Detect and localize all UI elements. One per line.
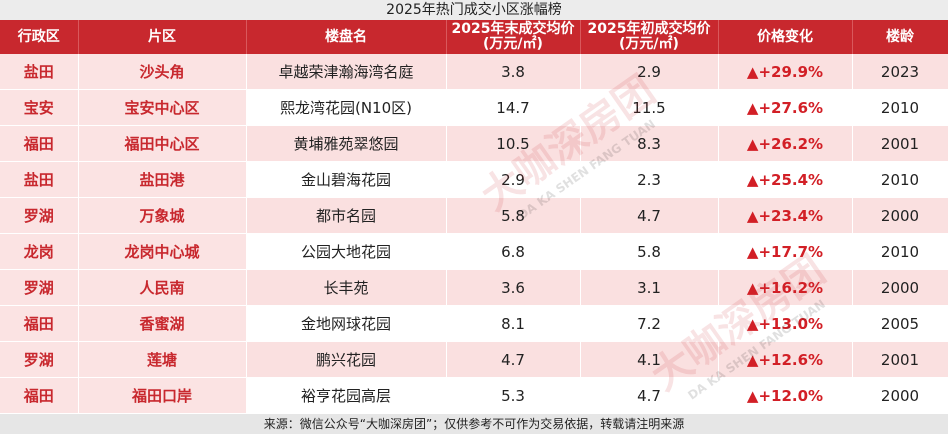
table-row: 盐田 盐田港 金山碧海花园 2.9 2.3 ▲+25.4% 2010 [0, 161, 948, 198]
table-cell: 4.7 [446, 341, 581, 378]
table-cell: 3.1 [580, 269, 719, 306]
table-row: 福田 福田中心区 黄埔雅苑翠悠园 10.5 8.3 ▲+26.2% 2001 [0, 125, 948, 162]
table-cell: 人民南 [78, 269, 247, 306]
header-cell: 行政区 [0, 20, 79, 54]
table-cell: 莲塘 [78, 341, 247, 378]
table-cell: 福田 [0, 377, 79, 414]
footer: 来源：微信公众号“大咖深房团”；仅供参考不可作为交易依据，转载请注明来源 [0, 414, 948, 434]
table-cell: 5.8 [580, 233, 719, 270]
header-cell: 2025年初成交均价 (万元/㎡) [580, 20, 719, 54]
table-cell: 裕亨花园高层 [246, 377, 447, 414]
table-cell: 福田 [0, 125, 79, 162]
header-row: 行政区 片区 楼盘名 2025年末成交均价 (万元/㎡) 2025年初成交均价 (万元/… [0, 20, 948, 54]
table-cell: 2.9 [446, 161, 581, 198]
table-cell: 金山碧海花园 [246, 161, 447, 198]
header-cell: 楼盘名 [246, 20, 447, 54]
table-row: 龙岗 龙岗中心城 公园大地花园 6.8 5.8 ▲+17.7% 2010 [0, 233, 948, 270]
table-cell: 长丰苑 [246, 269, 447, 306]
table-cell: 5.3 [446, 377, 581, 414]
table-cell: ▲+17.7% [718, 233, 853, 270]
table-cell: 福田 [0, 305, 79, 342]
table-cell: ▲+12.6% [718, 341, 853, 378]
table-cell: 福田口岸 [78, 377, 247, 414]
table-cell: 盐田港 [78, 161, 247, 198]
table-cell: 2010 [852, 233, 948, 270]
table-cell: 黄埔雅苑翠悠园 [246, 125, 447, 162]
table-cell: 万象城 [78, 197, 247, 234]
table-cell: 8.3 [580, 125, 719, 162]
table-cell: 2010 [852, 89, 948, 126]
header-cell: 价格变化 [718, 20, 853, 54]
table-row: 福田 福田口岸 裕亨花园高层 5.3 4.7 ▲+12.0% 2000 [0, 377, 948, 414]
header-cell: 2025年末成交均价 (万元/㎡) [446, 20, 581, 54]
header-cell: 楼龄 [852, 20, 948, 54]
table-cell: 盐田 [0, 54, 79, 90]
table-cell: 2023 [852, 54, 948, 90]
table-cell: 2000 [852, 197, 948, 234]
table-cell: 4.1 [580, 341, 719, 378]
table-cell: ▲+26.2% [718, 125, 853, 162]
table-cell: 3.8 [446, 54, 581, 90]
table-cell: 2001 [852, 125, 948, 162]
table-cell: 卓越荣津瀚海湾名庭 [246, 54, 447, 90]
table-cell: 5.8 [446, 197, 581, 234]
table-cell: 2000 [852, 377, 948, 414]
table-cell: 鹏兴花园 [246, 341, 447, 378]
table-row: 罗湖 万象城 都市名园 5.8 4.7 ▲+23.4% 2000 [0, 197, 948, 234]
table-cell: ▲+25.4% [718, 161, 853, 198]
table-cell: 10.5 [446, 125, 581, 162]
table-cell: 7.2 [580, 305, 719, 342]
table-cell: 6.8 [446, 233, 581, 270]
table-cell: 福田中心区 [78, 125, 247, 162]
table: 行政区 片区 楼盘名 2025年末成交均价 (万元/㎡) 2025年初成交均价 (万元/… [0, 20, 948, 414]
table-cell: 盐田 [0, 161, 79, 198]
table-row: 罗湖 莲塘 鹏兴花园 4.7 4.1 ▲+12.6% 2001 [0, 341, 948, 378]
table-cell: 龙岗中心城 [78, 233, 247, 270]
table-cell: 2010 [852, 161, 948, 198]
table-cell: 2.3 [580, 161, 719, 198]
table-cell: 金地网球花园 [246, 305, 447, 342]
table-cell: 熙龙湾花园(N10区) [246, 89, 447, 126]
table-cell: 14.7 [446, 89, 581, 126]
table-row: 宝安 宝安中心区 熙龙湾花园(N10区) 14.7 11.5 ▲+27.6% 2010 [0, 89, 948, 126]
table-cell: 罗湖 [0, 197, 79, 234]
table-cell: 沙头角 [78, 54, 247, 90]
table-cell: 8.1 [446, 305, 581, 342]
table-cell: 4.7 [580, 197, 719, 234]
table-cell: 香蜜湖 [78, 305, 247, 342]
table-row: 罗湖 人民南 长丰苑 3.6 3.1 ▲+16.2% 2000 [0, 269, 948, 306]
header-cell: 片区 [78, 20, 247, 54]
table-cell: 3.6 [446, 269, 581, 306]
table-cell: 11.5 [580, 89, 719, 126]
table-cell: 龙岗 [0, 233, 79, 270]
table-cell: ▲+16.2% [718, 269, 853, 306]
table-cell: ▲+12.0% [718, 377, 853, 414]
table-cell: 罗湖 [0, 269, 79, 306]
table-cell: 2000 [852, 269, 948, 306]
table-cell: ▲+23.4% [718, 197, 853, 234]
table-cell: 2.9 [580, 54, 719, 90]
table-cell: 公园大地花园 [246, 233, 447, 270]
table-cell: 都市名园 [246, 197, 447, 234]
table-cell: 2005 [852, 305, 948, 342]
table-cell: 罗湖 [0, 341, 79, 378]
table-cell: 宝安 [0, 89, 79, 126]
table-cell: 宝安中心区 [78, 89, 247, 126]
table-cell: 2001 [852, 341, 948, 378]
table-cell: ▲+13.0% [718, 305, 853, 342]
table-row: 福田 香蜜湖 金地网球花园 8.1 7.2 ▲+13.0% 2005 [0, 305, 948, 342]
table-cell: ▲+27.6% [718, 89, 853, 126]
table-cell: 4.7 [580, 377, 719, 414]
table-row: 盐田 沙头角 卓越荣津瀚海湾名庭 3.8 2.9 ▲+29.9% 2023 [0, 54, 948, 90]
title: 2025年热门成交小区涨幅榜 [0, 0, 948, 20]
table-cell: ▲+29.9% [718, 54, 853, 90]
